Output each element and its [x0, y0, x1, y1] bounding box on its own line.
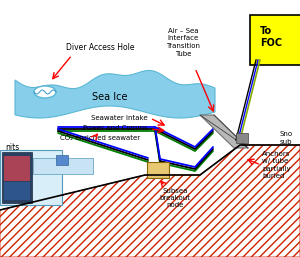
Bar: [2, 152, 32, 203]
Text: Sno
sub: Sno sub: [280, 132, 293, 144]
Text: Subsea
breakout
node: Subsea breakout node: [160, 188, 191, 208]
Bar: [0, 150, 62, 205]
Text: Diver Access Hole: Diver Access Hole: [66, 43, 134, 52]
Bar: [4, 182, 30, 200]
Bar: [33, 158, 93, 174]
Text: Anchors
w/ tube
partially
buried: Anchors w/ tube partially buried: [262, 151, 291, 179]
Text: To
FOC: To FOC: [260, 26, 282, 48]
FancyBboxPatch shape: [250, 15, 300, 65]
Text: CO₂ enriched seawater: CO₂ enriched seawater: [60, 135, 140, 141]
Text: Air – Sea
Interface
Transition
Tube: Air – Sea Interface Transition Tube: [166, 28, 200, 57]
Bar: [4, 156, 30, 181]
Bar: [147, 162, 169, 178]
Ellipse shape: [34, 86, 56, 98]
Text: Seawater intake: Seawater intake: [92, 115, 148, 121]
Text: nits: nits: [5, 143, 19, 152]
Bar: [236, 133, 248, 143]
Polygon shape: [200, 115, 248, 148]
Text: Sea Ice: Sea Ice: [92, 92, 128, 102]
Bar: [56, 155, 68, 165]
Text: Power and Comms: Power and Comms: [83, 125, 148, 131]
Polygon shape: [15, 70, 215, 118]
Polygon shape: [0, 145, 300, 257]
